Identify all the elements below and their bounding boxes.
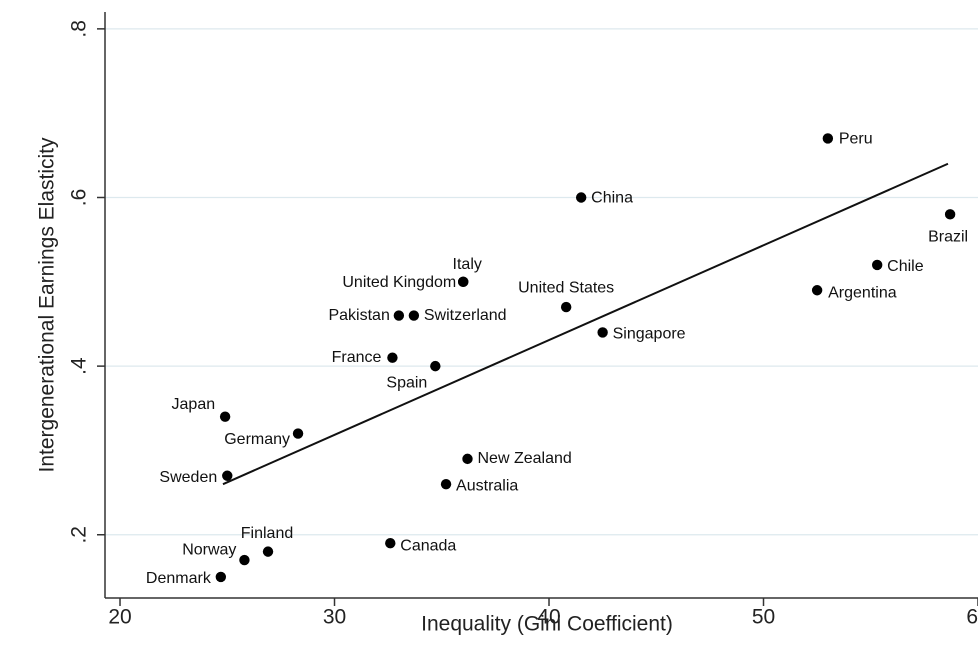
data-point: [385, 537, 396, 549]
point-label: Pakistan: [328, 307, 389, 324]
y-tick-label: .6: [68, 189, 91, 207]
point-label: Germany: [224, 431, 290, 448]
x-axis-title: Inequality (Gini Coefficient): [421, 613, 673, 636]
data-point: [458, 276, 469, 288]
data-point: [944, 209, 956, 220]
data-point: [239, 554, 250, 566]
point-label: United Kingdom: [342, 274, 456, 291]
data-point: [408, 310, 420, 321]
data-point: [575, 192, 587, 203]
data-point: [597, 327, 608, 338]
y-tick-label: .8: [68, 20, 91, 38]
x-ticks-group: 20 30 40 50 60: [108, 598, 978, 629]
data-point: [393, 310, 405, 321]
point-label: Singapore: [613, 326, 686, 343]
data-point: [219, 411, 231, 422]
data-point: [560, 301, 572, 313]
point-labels-group: Denmark Norway Finland Sweden Germany Japan Ca…: [146, 131, 968, 587]
point-label: Canada: [400, 537, 456, 554]
y-tick-label: .4: [68, 357, 91, 375]
point-label: France: [332, 349, 382, 366]
point-label: Sweden: [159, 469, 217, 486]
data-point: [440, 478, 452, 490]
y-axis-title: Intergenerational Earnings Elasticity: [36, 137, 59, 473]
point-label: Chile: [887, 258, 924, 275]
point-label: Denmark: [146, 570, 212, 587]
data-point: [292, 428, 304, 439]
point-label: Norway: [182, 541, 236, 558]
x-tick-label: 50: [752, 606, 775, 629]
data-point: [430, 360, 441, 372]
point-label: Argentina: [828, 284, 897, 301]
y-tick-label: .2: [68, 526, 91, 544]
data-point: [262, 546, 274, 557]
axes-group: [104, 12, 978, 599]
point-label: Switzerland: [424, 307, 507, 324]
point-label: China: [591, 190, 633, 207]
point-label: Australia: [456, 477, 518, 494]
point-label: Spain: [386, 374, 427, 391]
data-point: [822, 133, 834, 144]
x-tick-label: 30: [323, 606, 346, 629]
points-group: [215, 133, 956, 583]
data-point: [387, 352, 398, 363]
x-tick-label: 60: [966, 606, 978, 629]
point-label: Japan: [172, 396, 216, 413]
x-tick-label: 40: [537, 606, 560, 629]
data-point: [871, 259, 883, 271]
data-point: [222, 470, 233, 481]
x-tick-label: 20: [108, 606, 131, 629]
point-label: Finland: [241, 525, 293, 542]
point-label: New Zealand: [477, 450, 571, 467]
data-point: [811, 285, 823, 296]
point-label: Brazil: [928, 229, 968, 246]
fit-line: [222, 162, 949, 486]
y-ticks-group: .2 .4 .6 .8: [68, 20, 105, 544]
point-label: Italy: [453, 256, 482, 273]
data-point: [462, 453, 473, 465]
fit-line-group: [222, 162, 949, 486]
point-label: Peru: [839, 131, 873, 148]
point-label: United States: [518, 279, 614, 296]
grid-lines: [105, 28, 978, 536]
data-point: [215, 571, 227, 583]
